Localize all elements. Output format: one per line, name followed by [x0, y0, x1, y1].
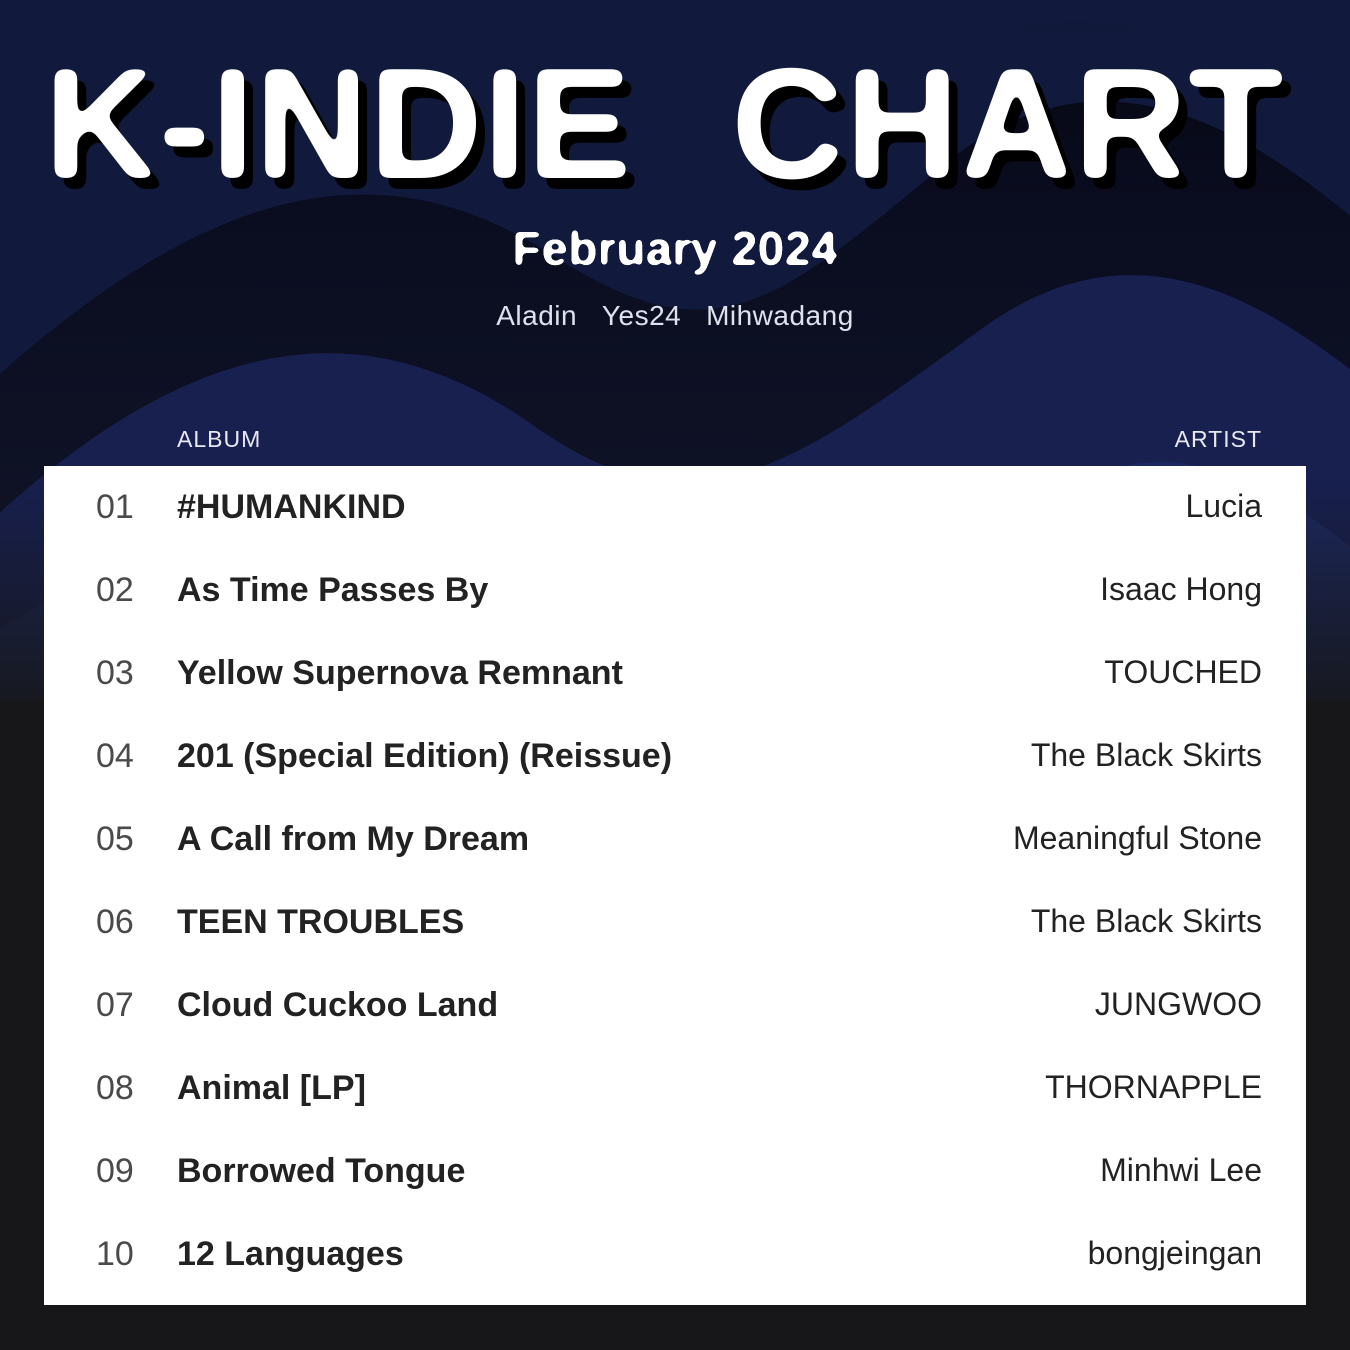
svg-text:February 2024: February 2024: [512, 223, 838, 276]
